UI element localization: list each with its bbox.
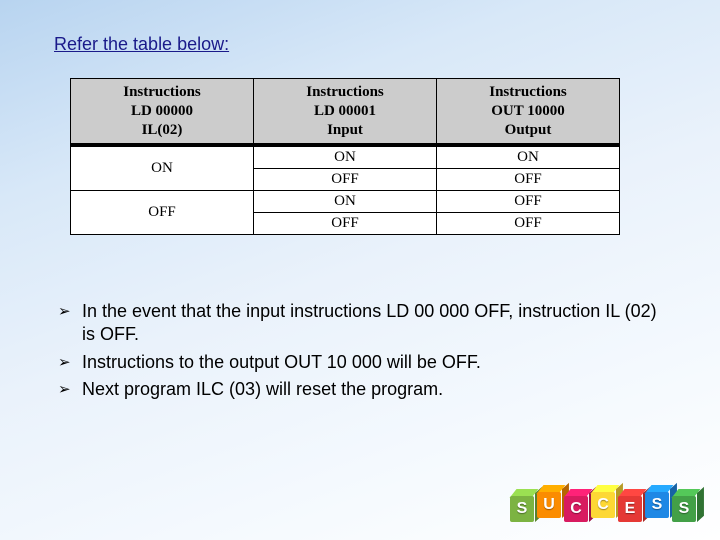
success-blocks: S U C C E S S [510,492,698,522]
bullet-marker-icon: ➢ [58,351,82,373]
table-header-1: Instructions LD 00001 Input [254,79,437,144]
instructions-table: Instructions LD 00000 IL(02) Instruction… [70,78,620,235]
block-letter: S [510,496,534,522]
block-letter: E [618,496,642,522]
block-letter: C [591,492,615,518]
th1-l0: Instructions [260,83,430,102]
cell-r1-c2: OFF [437,169,620,191]
bullet-item: ➢ In the event that the input instructio… [58,300,658,347]
table-row: OFF ON OFF [71,191,620,213]
th0-l0: Instructions [77,83,247,102]
cell-r3-c2: OFF [437,213,620,235]
truth-table: Instructions LD 00000 IL(02) Instruction… [70,78,620,235]
th0-l2: IL(02) [77,121,247,140]
cell-r2-c2: OFF [437,191,620,213]
bullet-marker-icon: ➢ [58,378,82,400]
cell-r3-c1: OFF [254,213,437,235]
block-letter: S [645,492,669,518]
bullet-marker-icon: ➢ [58,300,82,322]
table-row: ON ON ON [71,147,620,169]
block-letter: C [564,496,588,522]
th0-l1: LD 00000 [77,102,247,121]
cell-r0-c2: ON [437,147,620,169]
table-header-2: Instructions OUT 10000 Output [437,79,620,144]
th1-l1: LD 00001 [260,102,430,121]
letter-block: C [564,496,590,526]
th2-l1: OUT 10000 [443,102,613,121]
th2-l2: Output [443,121,613,140]
block-letter: U [537,492,561,518]
block-letter: S [672,496,696,522]
bullet-item: ➢ Instructions to the output OUT 10 000 … [58,351,658,374]
letter-block: C [591,492,617,522]
cell-r2-c1: ON [254,191,437,213]
letter-block: E [618,496,644,526]
letter-block: S [645,492,671,522]
bullet-text: Next program ILC (03) will reset the pro… [82,378,658,401]
bullet-item: ➢ Next program ILC (03) will reset the p… [58,378,658,401]
letter-block: S [510,496,536,526]
letter-block: S [672,496,698,526]
cell-r0-c1: ON [254,147,437,169]
cell-r2-c0: OFF [71,191,254,235]
letter-block: U [537,492,563,522]
cell-r0-c0: ON [71,147,254,191]
th1-l2: Input [260,121,430,140]
th2-l0: Instructions [443,83,613,102]
bullet-list: ➢ In the event that the input instructio… [58,300,658,406]
bullet-text: Instructions to the output OUT 10 000 wi… [82,351,658,374]
page-heading: Refer the table below: [54,34,229,55]
bullet-text: In the event that the input instructions… [82,300,658,347]
cell-r1-c1: OFF [254,169,437,191]
table-header-0: Instructions LD 00000 IL(02) [71,79,254,144]
